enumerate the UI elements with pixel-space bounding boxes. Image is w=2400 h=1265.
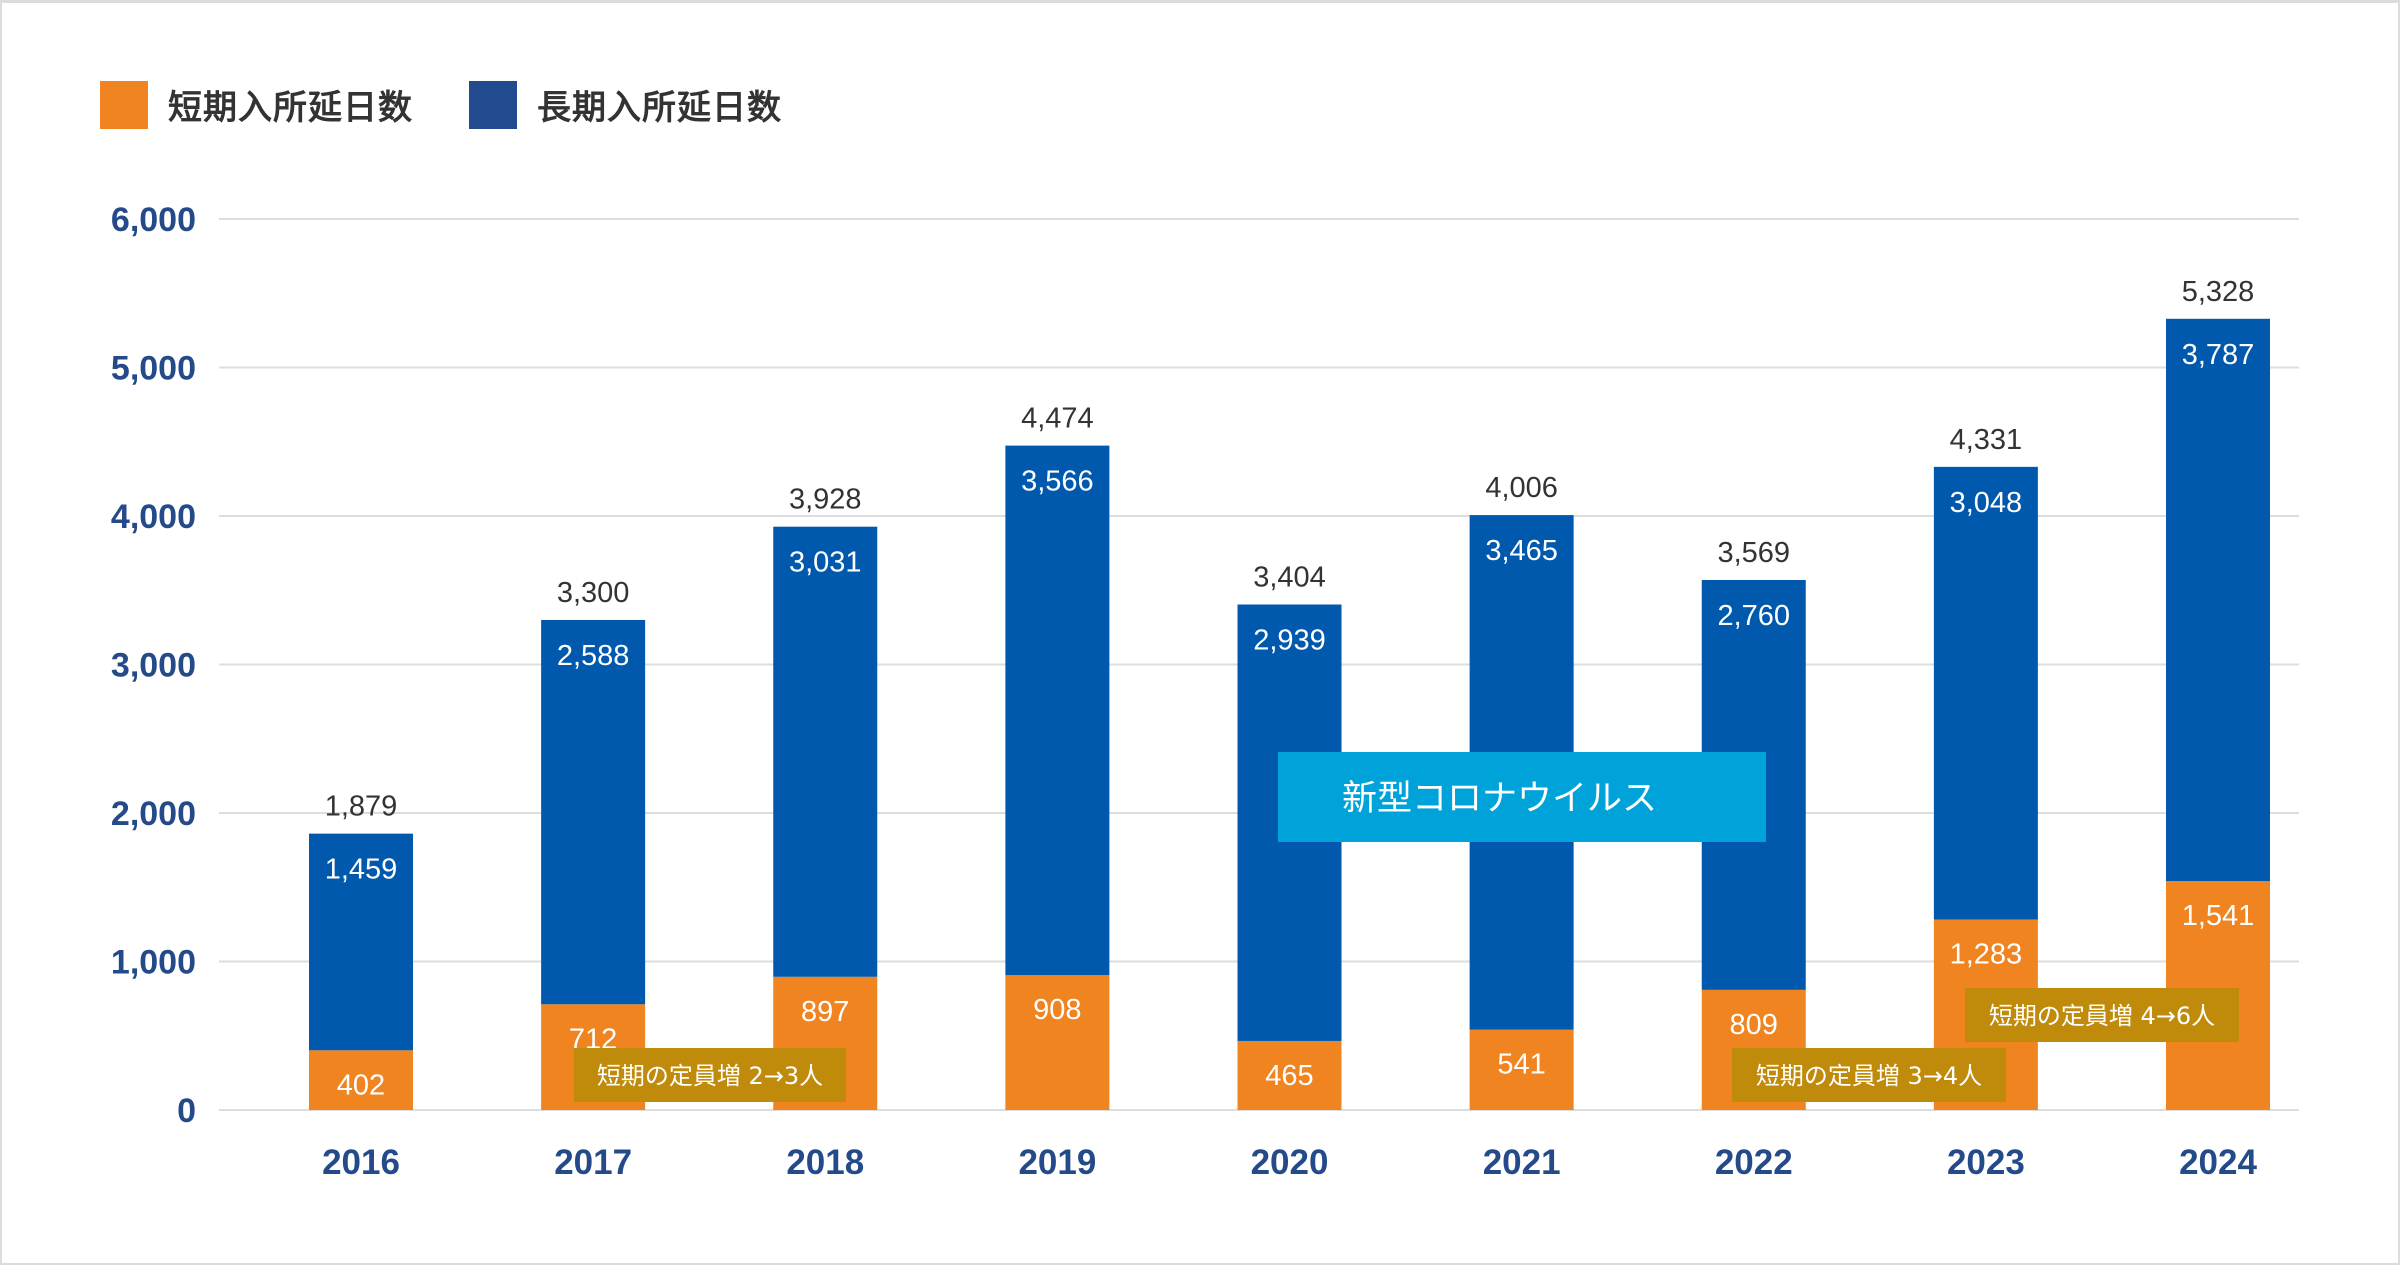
x-tick-label: 2019 <box>1018 1143 1096 1182</box>
legend-item-short-term: 短期入所延日数 <box>100 80 413 129</box>
bar-long-term <box>2166 318 2270 882</box>
legend-swatch-long-term <box>469 80 517 129</box>
annotation-covid-label: 新型コロナウイルス <box>1342 779 1657 819</box>
data-label-short-term: 908 <box>1033 994 1081 1026</box>
data-label-long-term: 2,760 <box>1717 600 1790 632</box>
annotation-capacity-4-6-box <box>1965 988 2239 1042</box>
data-label-short-term: 465 <box>1265 1060 1313 1092</box>
y-tick-label: 4,000 <box>111 498 196 536</box>
data-label-total: 3,928 <box>789 484 862 516</box>
data-label-short-term: 402 <box>337 1069 385 1101</box>
bar-long-term <box>1005 445 1110 976</box>
data-label-total: 3,300 <box>557 577 630 609</box>
annotation-covid-box <box>1278 752 1766 842</box>
data-label-long-term: 2,939 <box>1253 625 1326 657</box>
x-tick-label: 2017 <box>554 1143 632 1182</box>
data-label-total: 4,474 <box>1021 403 1094 435</box>
y-tick-label: 3,000 <box>111 647 196 685</box>
legend-item-long-term: 長期入所延日数 <box>469 80 782 129</box>
legend-label-long-term: 長期入所延日数 <box>537 88 782 128</box>
data-label-long-term: 3,566 <box>1021 466 1094 498</box>
annotation-capacity-3-4-label: 短期の定員増 3→4人 <box>1756 1062 1982 1090</box>
y-tick-label: 0 <box>177 1092 196 1130</box>
data-label-total: 4,331 <box>1950 424 2023 456</box>
data-label-long-term: 1,459 <box>325 854 398 886</box>
data-label-total: 3,404 <box>1253 562 1326 594</box>
x-tick-label: 2022 <box>1715 1143 1793 1182</box>
data-label-total: 5,328 <box>2182 276 2255 308</box>
data-label-short-term: 1,283 <box>1950 938 2023 970</box>
legend-swatch-short-term <box>100 80 148 129</box>
data-label-short-term: 897 <box>801 996 849 1028</box>
data-label-short-term: 809 <box>1730 1009 1778 1041</box>
bar-long-term <box>1933 466 2038 920</box>
data-label-total: 1,879 <box>325 791 398 823</box>
bar-long-term <box>309 833 413 1051</box>
x-tick-label: 2024 <box>2179 1143 2257 1182</box>
x-tick-label: 2023 <box>1947 1143 2025 1182</box>
data-label-long-term: 2,588 <box>557 640 630 672</box>
y-axis: 0 1,000 2,000 3,000 4,000 5,000 6,000 <box>111 201 196 1130</box>
x-tick-label: 2018 <box>786 1143 864 1182</box>
x-axis: 2016 2017 2018 2019 2020 2021 2022 2023 2024 <box>322 1143 2257 1182</box>
data-label-long-term: 3,787 <box>2182 339 2255 371</box>
y-tick-label: 1,000 <box>111 944 196 982</box>
y-tick-label: 2,000 <box>111 795 196 833</box>
data-label-total: 3,569 <box>1717 537 1790 569</box>
data-label-total: 4,006 <box>1485 472 1558 504</box>
bar-short-term <box>1237 1040 1342 1110</box>
data-label-long-term: 3,048 <box>1950 487 2023 519</box>
x-tick-label: 2021 <box>1483 1143 1561 1182</box>
bars: 4021,4591,8797122,5883,3008973,0313,9289… <box>309 276 2270 1110</box>
annotation-capacity-2-3-box <box>574 1048 846 1102</box>
bar-long-term <box>773 526 878 977</box>
x-tick-label: 2020 <box>1251 1143 1329 1182</box>
bar-short-term <box>1469 1029 1574 1110</box>
data-label-long-term: 3,465 <box>1485 535 1558 567</box>
legend: 短期入所延日数 長期入所延日数 <box>100 80 838 129</box>
y-tick-label: 6,000 <box>111 201 196 239</box>
bar-short-term <box>1005 975 1110 1110</box>
data-label-long-term: 3,031 <box>789 547 862 579</box>
bar-long-term <box>541 619 646 1005</box>
annotation-capacity-4-6-label: 短期の定員増 4→6人 <box>1989 1002 2215 1030</box>
annotations: 短期の定員増 2→3人 短期の定員増 3→4人 短期の定員増 4→6人 新型コロナウイ… <box>574 752 2239 1102</box>
annotation-capacity-2-3-label: 短期の定員増 2→3人 <box>597 1062 823 1090</box>
legend-label-short-term: 短期入所延日数 <box>168 88 413 128</box>
data-label-short-term: 541 <box>1497 1049 1545 1081</box>
bar-short-term <box>309 1050 413 1110</box>
data-label-short-term: 1,541 <box>2182 900 2255 932</box>
x-tick-label: 2016 <box>322 1143 400 1182</box>
annotation-capacity-3-4-box <box>1732 1048 2006 1102</box>
y-tick-label: 5,000 <box>111 350 196 388</box>
